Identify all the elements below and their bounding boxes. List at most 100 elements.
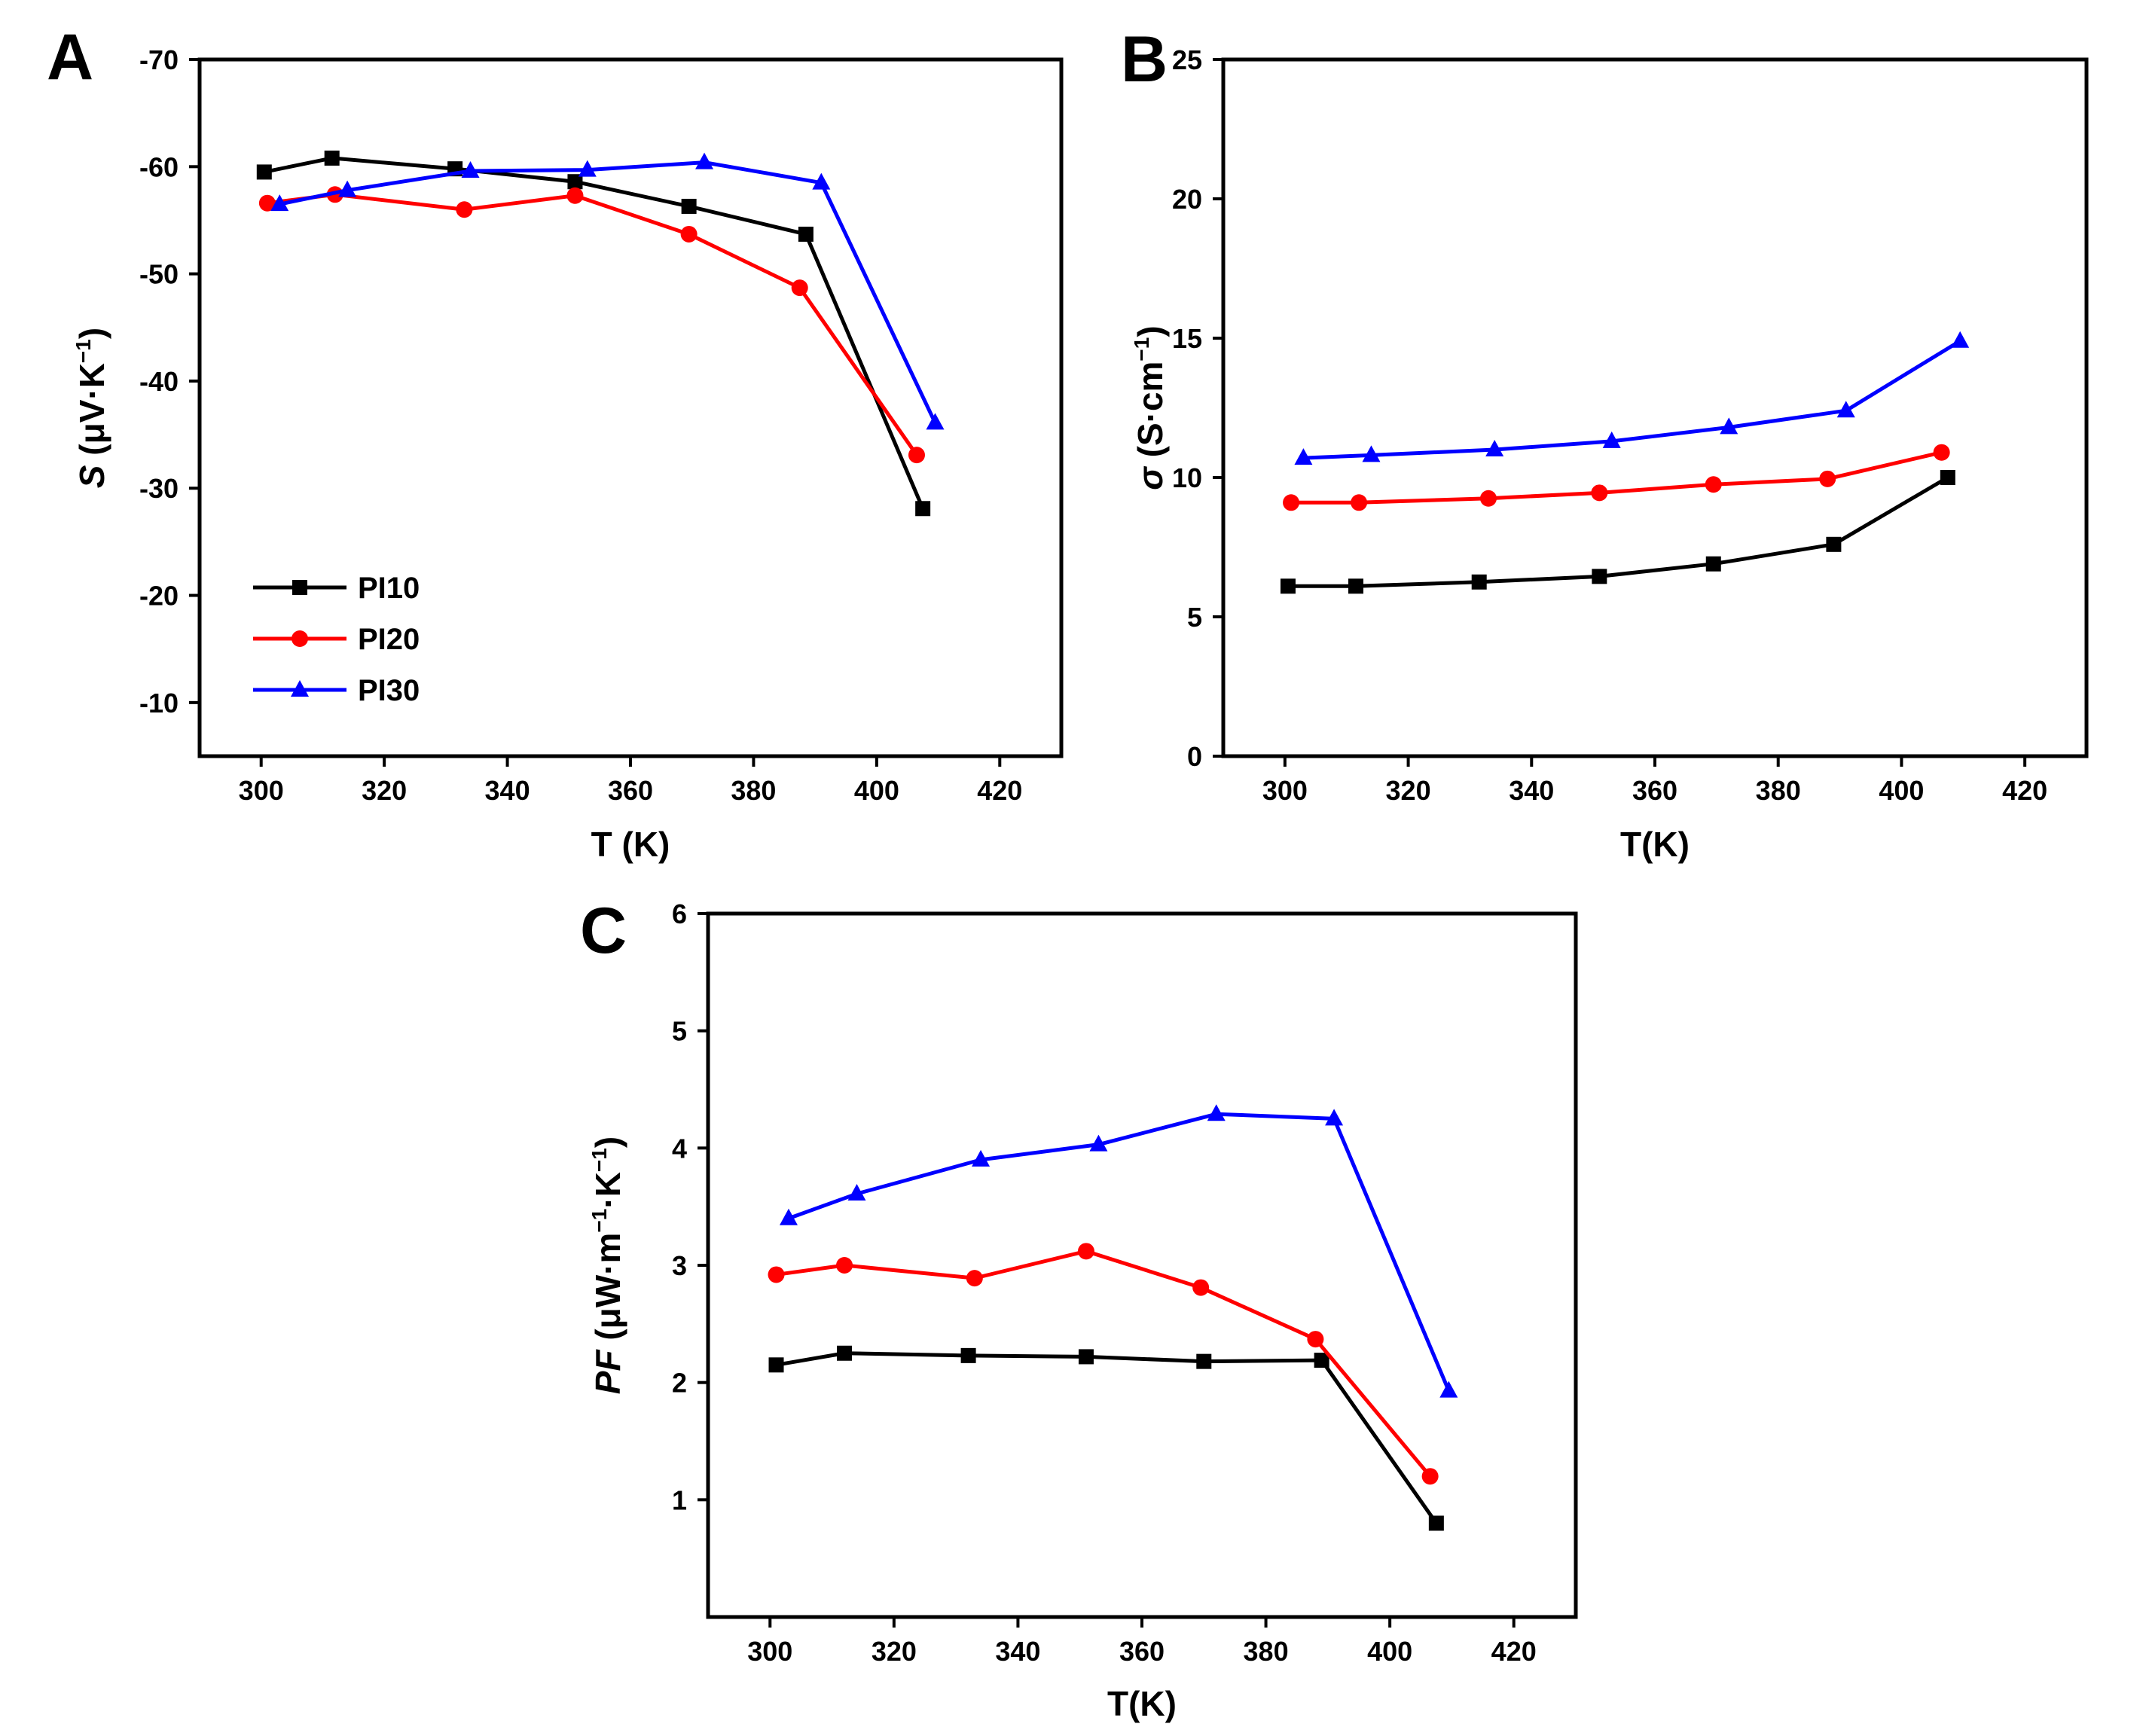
series-pi20 (768, 1243, 1439, 1485)
y-axis-close: ) (588, 1136, 627, 1148)
data-point (798, 226, 814, 242)
y-tick-label: 5 (672, 1016, 687, 1047)
series-pi10 (1280, 470, 1955, 594)
legend-label: PI20 (358, 623, 420, 656)
data-point (461, 161, 480, 178)
series-pi30 (779, 1104, 1458, 1398)
data-point (1314, 1353, 1329, 1368)
data-point (1705, 556, 1721, 572)
data-point (837, 1345, 853, 1361)
data-point (926, 413, 945, 430)
panel-b: B 300 320 340 360 380 400 420 0 5 10 15 20 25 T(K) σ (S… (1121, 23, 2089, 864)
y-axis-superscript: −1 (72, 339, 95, 363)
y-axis-label: PF (μW·m−1·K−1) (588, 1136, 627, 1394)
legend-marker (292, 630, 308, 647)
y-axis-superscript: −1 (588, 1209, 611, 1233)
x-tick-label: 340 (485, 775, 530, 806)
data-point (1602, 431, 1621, 448)
y-tick-label: -70 (139, 44, 179, 75)
y-tick-label: 15 (1172, 323, 1202, 354)
x-tick-label: 300 (239, 775, 284, 806)
y-axis-unit: (μW·m (588, 1233, 627, 1350)
panel-c: C 300 320 340 360 380 400 420 1 2 3 4 5 6 T(K) PF (μW·m… (580, 895, 1578, 1723)
y-tick-label: 5 (1187, 602, 1202, 633)
data-point (960, 1347, 976, 1363)
data-point (1207, 1104, 1226, 1121)
data-point (779, 1208, 798, 1225)
y-tick-label: 25 (1172, 44, 1202, 75)
x-tick-label: 340 (1509, 775, 1554, 806)
data-point (812, 172, 831, 190)
y-tick-label: 1 (672, 1484, 687, 1515)
y-axis-symbol: S (72, 465, 111, 488)
y-axis-superscript: −1 (588, 1148, 611, 1172)
data-point (1592, 569, 1607, 584)
x-tick-label: 360 (608, 775, 653, 806)
series-pi20 (258, 186, 925, 464)
data-point (1307, 1331, 1324, 1348)
data-point (338, 180, 357, 197)
data-point (972, 1149, 991, 1167)
data-point (695, 152, 714, 169)
x-tick-label: 400 (854, 775, 899, 806)
data-point (258, 194, 276, 212)
data-point (680, 225, 698, 243)
panel-a: A 300 320 340 360 380 400 420 -10 -20 -30 -40 -50 -60… (47, 21, 1064, 864)
legend-marker (292, 580, 307, 595)
x-tick-label: 320 (872, 1636, 917, 1667)
y-tick-label: 2 (672, 1368, 687, 1399)
data-point (1428, 1515, 1444, 1531)
y-axis-label: σ (S·cm−1) (1130, 325, 1170, 490)
series-pi30 (270, 152, 945, 430)
series-line (264, 156, 925, 510)
data-point (1933, 444, 1950, 461)
data-point (1280, 578, 1296, 594)
y-tick-label: 6 (672, 899, 687, 929)
x-tick-label: 380 (731, 775, 776, 806)
y-tick-label: -10 (139, 688, 179, 719)
x-tick-label: 320 (1386, 775, 1431, 806)
series-line (776, 1351, 1438, 1524)
series-line (1287, 475, 1949, 588)
data-point (578, 160, 597, 177)
legend-label: PI30 (358, 674, 420, 707)
y-tick-label: 3 (672, 1250, 687, 1281)
data-point (908, 447, 925, 464)
series-line (788, 1112, 1451, 1392)
data-point (566, 187, 584, 204)
data-point (681, 198, 697, 214)
series-pi10 (256, 150, 931, 517)
series-pi20 (1283, 444, 1950, 511)
y-axis-close: ) (72, 328, 111, 339)
x-tick-label: 420 (977, 775, 1022, 806)
y-axis-unit: (S·cm (1131, 362, 1170, 468)
data-point (1826, 536, 1842, 552)
series-line (279, 160, 937, 424)
data-point (1351, 494, 1368, 511)
legend-marker (291, 680, 309, 697)
plot-frame (1221, 57, 2089, 758)
x-axis-label: T(K) (1107, 1684, 1177, 1723)
x-tick-label: 380 (1244, 1636, 1289, 1667)
data-point (915, 501, 931, 517)
data-point (324, 150, 340, 166)
y-axis-symbol: σ (1131, 466, 1170, 490)
y-tick-label: -20 (139, 581, 179, 612)
y-tick-label: -50 (139, 259, 179, 290)
x-tick-label: 400 (1367, 1636, 1412, 1667)
y-tick-label: 4 (672, 1133, 687, 1164)
data-point (768, 1266, 785, 1283)
x-tick-label: 420 (1491, 1636, 1537, 1667)
y-axis-close: ) (1131, 325, 1170, 337)
data-point (1471, 574, 1487, 590)
series-line (267, 192, 919, 456)
data-point (1192, 1279, 1210, 1296)
data-point (1283, 494, 1300, 511)
series-pi30 (1294, 331, 1970, 465)
y-tick-label: -30 (139, 473, 179, 504)
legend-entry-pi20: PI20 (253, 623, 420, 656)
data-point (270, 194, 289, 212)
data-point (966, 1270, 983, 1287)
data-point (567, 174, 583, 190)
data-point (1705, 476, 1722, 493)
